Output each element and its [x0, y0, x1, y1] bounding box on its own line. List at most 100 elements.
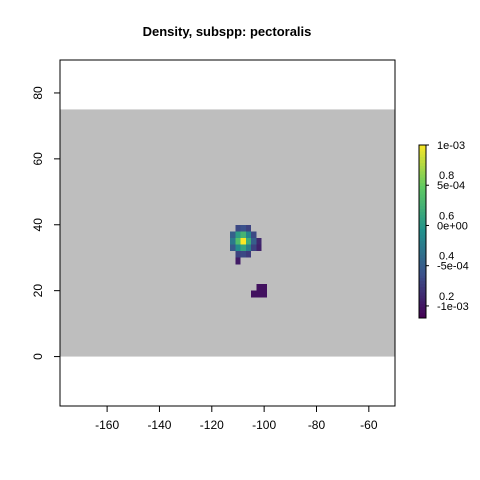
y-tick-label: 20: [31, 284, 45, 298]
heatmap-cell: [240, 224, 246, 232]
colorbar-tick-label: 0e+00: [437, 220, 468, 232]
colorbar-segment: [419, 168, 426, 172]
colorbar-tick-label: 5e-04: [437, 180, 465, 192]
y-tick-label: 60: [31, 152, 45, 166]
colorbar-segment: [419, 199, 426, 204]
colorbar-tick-label: 0.4: [439, 251, 454, 263]
heatmap-cell: [251, 244, 257, 252]
colorbar-segment: [419, 208, 426, 212]
colorbar-segment: [419, 170, 426, 175]
heatmap-cell: [235, 224, 241, 232]
colorbar-segment: [419, 179, 426, 184]
colorbar-segment: [419, 211, 426, 215]
heatmap-cell: [235, 237, 241, 245]
colorbar-segment: [419, 159, 426, 163]
x-axis: -160 -140 -120 -100 -80 -60: [95, 406, 378, 432]
colorbar-segment: [419, 251, 426, 256]
colorbar-segment: [419, 297, 426, 302]
colorbar-segment: [419, 266, 426, 270]
heatmap-cell: [251, 231, 257, 238]
colorbar-segment: [419, 257, 426, 261]
heatmap-cell: [251, 290, 257, 298]
colorbar-segment: [419, 185, 426, 189]
y-tick-label: 80: [31, 86, 45, 100]
colorbar-segment: [419, 147, 426, 152]
colorbar-segment: [419, 173, 426, 178]
colorbar-segment: [419, 283, 426, 287]
x-tick-label: -120: [200, 418, 224, 432]
heatmap-cell: [245, 231, 252, 238]
colorbar-tick-label: -5e-04: [437, 261, 469, 273]
colorbar-segment: [419, 286, 426, 290]
x-tick-label: -160: [95, 418, 119, 432]
colorbar-segment: [419, 191, 426, 195]
colorbar-segment: [419, 274, 426, 279]
colorbar-segment: [419, 153, 426, 158]
colorbar-segment: [419, 243, 426, 247]
heatmap-cell: [230, 244, 236, 252]
heatmap-cell: [240, 251, 246, 258]
colorbar-segment: [419, 289, 426, 293]
colorbar-segment: [419, 219, 426, 224]
heatmap-cell: [230, 237, 236, 245]
colorbar-segment: [419, 303, 426, 308]
colorbar-frame: [418, 144, 427, 319]
colorbar-segment: [419, 202, 426, 207]
x-tick-label: -80: [308, 418, 326, 432]
colorbar-segment: [419, 145, 426, 149]
colorbar-tick-label: 0.6: [439, 210, 454, 222]
heatmap-cell: [235, 257, 241, 265]
colorbar-segment: [419, 280, 426, 284]
heatmap-cell: [240, 231, 246, 238]
colorbar-segment: [419, 309, 426, 313]
heatmap-cell: [256, 244, 262, 252]
heatmap-cell: [240, 244, 246, 252]
heatmap-cell: [261, 290, 267, 298]
background-region-layer: [60, 109, 395, 357]
colorbar-tick-label: 0.2: [439, 291, 454, 303]
heatmap-cell: [245, 224, 252, 232]
colorbar-segment: [419, 165, 426, 169]
colorbar-segment: [419, 306, 426, 310]
heatmap-cell: [256, 237, 262, 245]
heatmap-cells: [230, 224, 267, 298]
colorbar-segment: [419, 188, 426, 192]
colorbar-segment: [419, 156, 426, 161]
colorbar-segment: [419, 254, 426, 259]
colorbar-tick-label: 1e-03: [437, 140, 465, 152]
heatmap-cell: [240, 237, 246, 245]
x-tick-label: -100: [252, 418, 276, 432]
colorbar-segment: [419, 248, 426, 253]
colorbar-segment: [419, 294, 426, 299]
colorbar-segment: [419, 245, 426, 250]
colorbar-segment: [419, 228, 426, 233]
colorbar-segment: [419, 300, 426, 305]
heatmap-cell: [256, 290, 262, 298]
colorbar-segment: [419, 194, 426, 198]
heatmap-cell: [245, 244, 252, 252]
y-axis: 0 20 40 60 80: [31, 86, 60, 360]
chart-title: Density, subspp: pectoralis: [143, 24, 312, 39]
colorbar-segment: [419, 312, 426, 316]
colorbar: 1e-03 5e-04 0e+00 -5e-04 -1e-03 0.8 0.6 0.4 0.2: [418, 140, 469, 319]
colorbar-segment: [419, 263, 426, 267]
heatmap-cell: [235, 244, 241, 252]
colorbar-segment: [419, 162, 426, 166]
heatmap-cell: [245, 237, 252, 245]
colorbar-segment: [419, 222, 426, 227]
background-region: [60, 109, 395, 357]
heatmap-cell: [261, 284, 267, 291]
colorbar-segment: [419, 237, 426, 241]
colorbar-segment: [419, 277, 426, 282]
colorbar-segment: [419, 196, 426, 201]
colorbar-segment: [419, 217, 426, 221]
y-tick-label: 0: [31, 353, 45, 360]
heatmap-cell: [230, 231, 236, 238]
colorbar-segment: [419, 240, 426, 244]
colorbar-segment: [419, 225, 426, 230]
colorbar-segment: [419, 231, 426, 235]
heatmap-cell: [251, 237, 257, 245]
heatmap-cell: [245, 251, 252, 258]
heatmap-cell: [235, 251, 241, 258]
